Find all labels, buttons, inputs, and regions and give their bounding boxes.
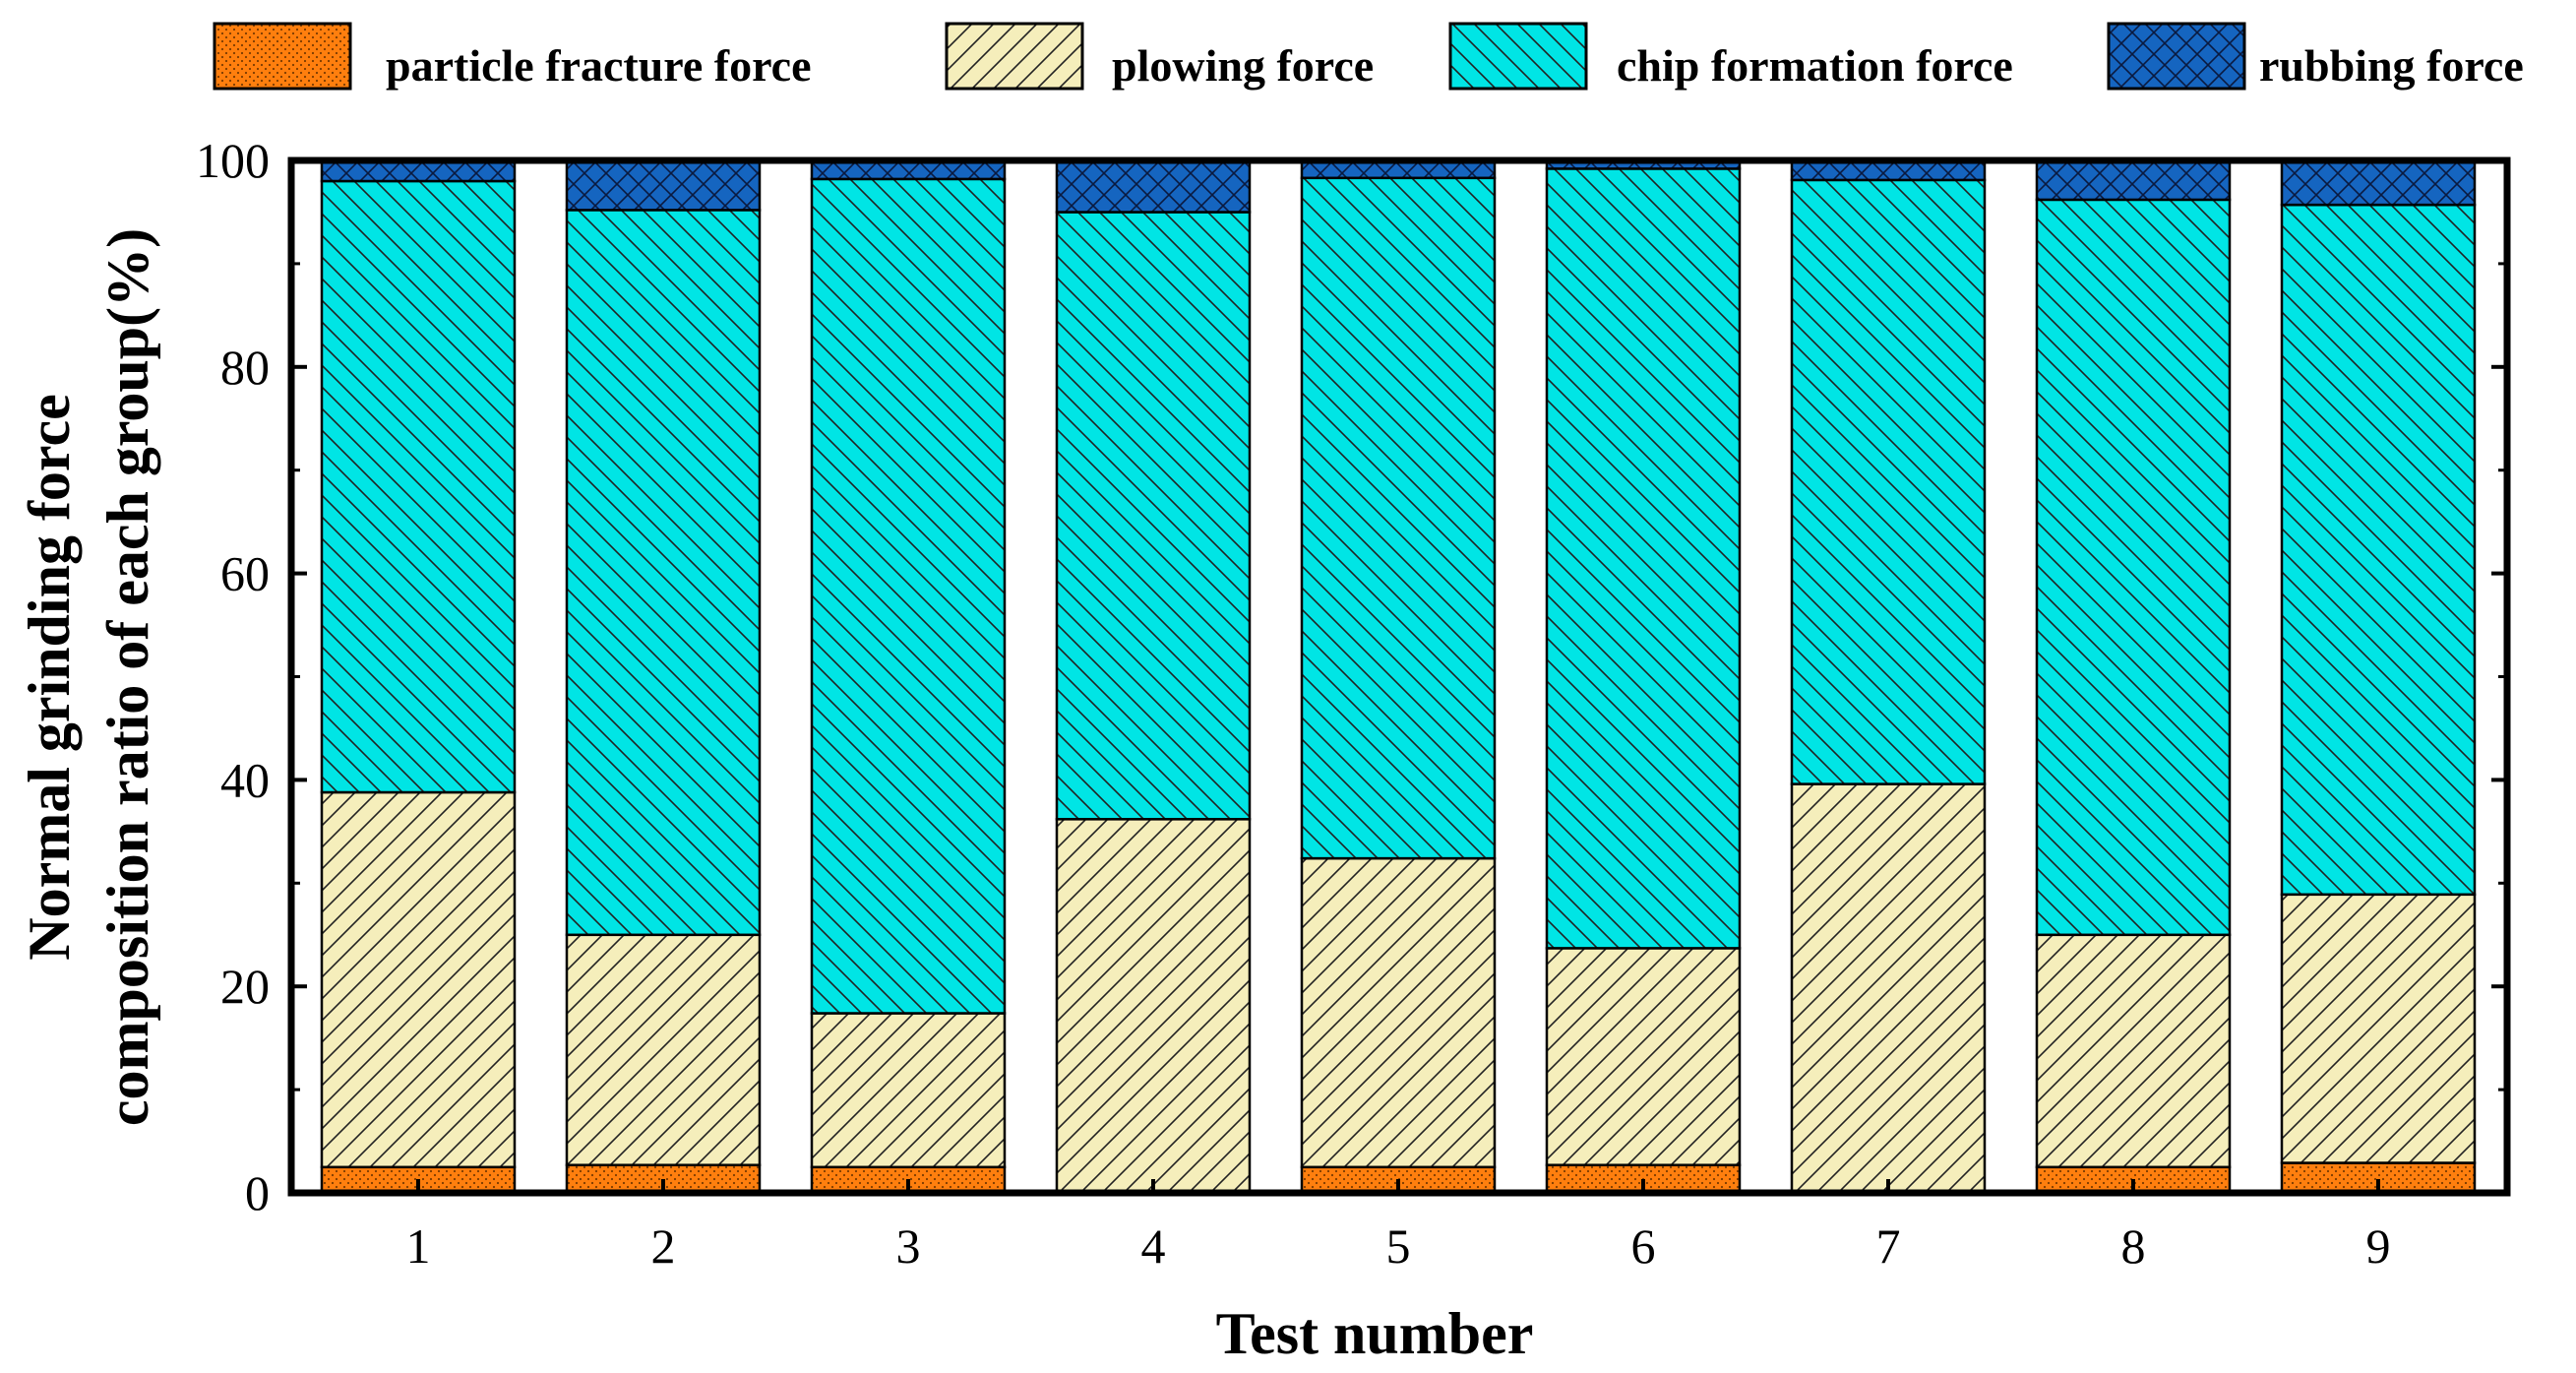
y-tick-label-20: 20 [220, 959, 270, 1014]
x-axis-title: Test number [1216, 1301, 1534, 1366]
bar-segment-test-9-particle-fracture-force [2280, 1161, 2477, 1195]
legend-label-chip-formation-force: chip formation force [1617, 40, 2013, 91]
legend-swatch-particle-fracture-force [213, 22, 352, 91]
y-axis-title-line-2: composition ratio of each group(%) [95, 228, 160, 1126]
bar-segment-test-5-plowing-force [1300, 856, 1497, 1169]
x-tick-label-9: 9 [2366, 1218, 2391, 1274]
bar-segment-test-8-rubbing-force [2035, 158, 2232, 202]
bar-segment-test-5-chip-formation-force [1300, 176, 1497, 860]
bar-segment-test-2-rubbing-force [565, 158, 762, 212]
bar-segment-test-3-chip-formation-force [810, 177, 1007, 1015]
bar-segment-test-6-chip-formation-force [1545, 167, 1742, 950]
x-tick-label-7: 7 [1876, 1218, 1901, 1274]
x-tick-label-3: 3 [896, 1218, 921, 1274]
bar-segment-test-8-plowing-force [2035, 933, 2232, 1169]
bar-segment-test-4-chip-formation-force [1055, 211, 1252, 821]
x-tick-label-4: 4 [1141, 1218, 1166, 1274]
x-tick-label-1: 1 [406, 1218, 431, 1274]
legend: particle fracture force plowing force chip… [213, 22, 2524, 91]
bar-segment-test-7-plowing-force [1790, 782, 1987, 1195]
legend-swatch-rubbing-force [2107, 22, 2246, 91]
legend-swatch-plowing-force [945, 22, 1084, 91]
bar-segment-test-2-plowing-force [565, 933, 762, 1166]
y-tick-label-80: 80 [220, 340, 270, 395]
bar-segment-test-3-plowing-force [810, 1012, 1007, 1169]
legend-label-plowing-force: plowing force [1112, 40, 1374, 91]
x-tick-label-6: 6 [1631, 1218, 1656, 1274]
bar-segment-test-7-chip-formation-force [1790, 178, 1987, 785]
bars-group [320, 158, 2477, 1195]
bar-segment-test-9-chip-formation-force [2280, 203, 2477, 897]
bar-segment-test-4-plowing-force [1055, 818, 1252, 1195]
bar-segment-test-4-rubbing-force [1055, 158, 1252, 214]
bar-segment-test-9-plowing-force [2280, 893, 2477, 1164]
legend-label-particle-fracture-force: particle fracture force [386, 40, 812, 91]
legend-label-rubbing-force: rubbing force [2259, 40, 2524, 91]
y-axis: 0 20 40 60 80 100 [196, 133, 2507, 1220]
bar-segment-test-1-chip-formation-force [320, 179, 517, 794]
y-axis-title: Normal grinding force composition ratio … [17, 228, 160, 1126]
x-tick-label-2: 2 [651, 1218, 676, 1274]
bar-segment-test-1-plowing-force [320, 790, 517, 1169]
bar-segment-test-6-plowing-force [1545, 947, 1742, 1166]
y-tick-label-100: 100 [196, 133, 270, 188]
bar-segment-test-9-rubbing-force [2280, 158, 2477, 207]
y-tick-label-40: 40 [220, 752, 270, 807]
y-tick-label-0: 0 [245, 1165, 270, 1220]
legend-swatch-chip-formation-force [1448, 22, 1588, 91]
x-tick-label-8: 8 [2121, 1218, 2146, 1274]
bar-segment-test-2-chip-formation-force [565, 209, 762, 937]
y-axis-title-line-1: Normal grinding force [17, 394, 82, 960]
y-tick-label-60: 60 [220, 546, 270, 601]
x-tick-label-5: 5 [1386, 1218, 1411, 1274]
bar-segment-test-8-chip-formation-force [2035, 198, 2232, 937]
x-axis: 1 2 3 4 5 6 7 8 9 [406, 1179, 2391, 1274]
